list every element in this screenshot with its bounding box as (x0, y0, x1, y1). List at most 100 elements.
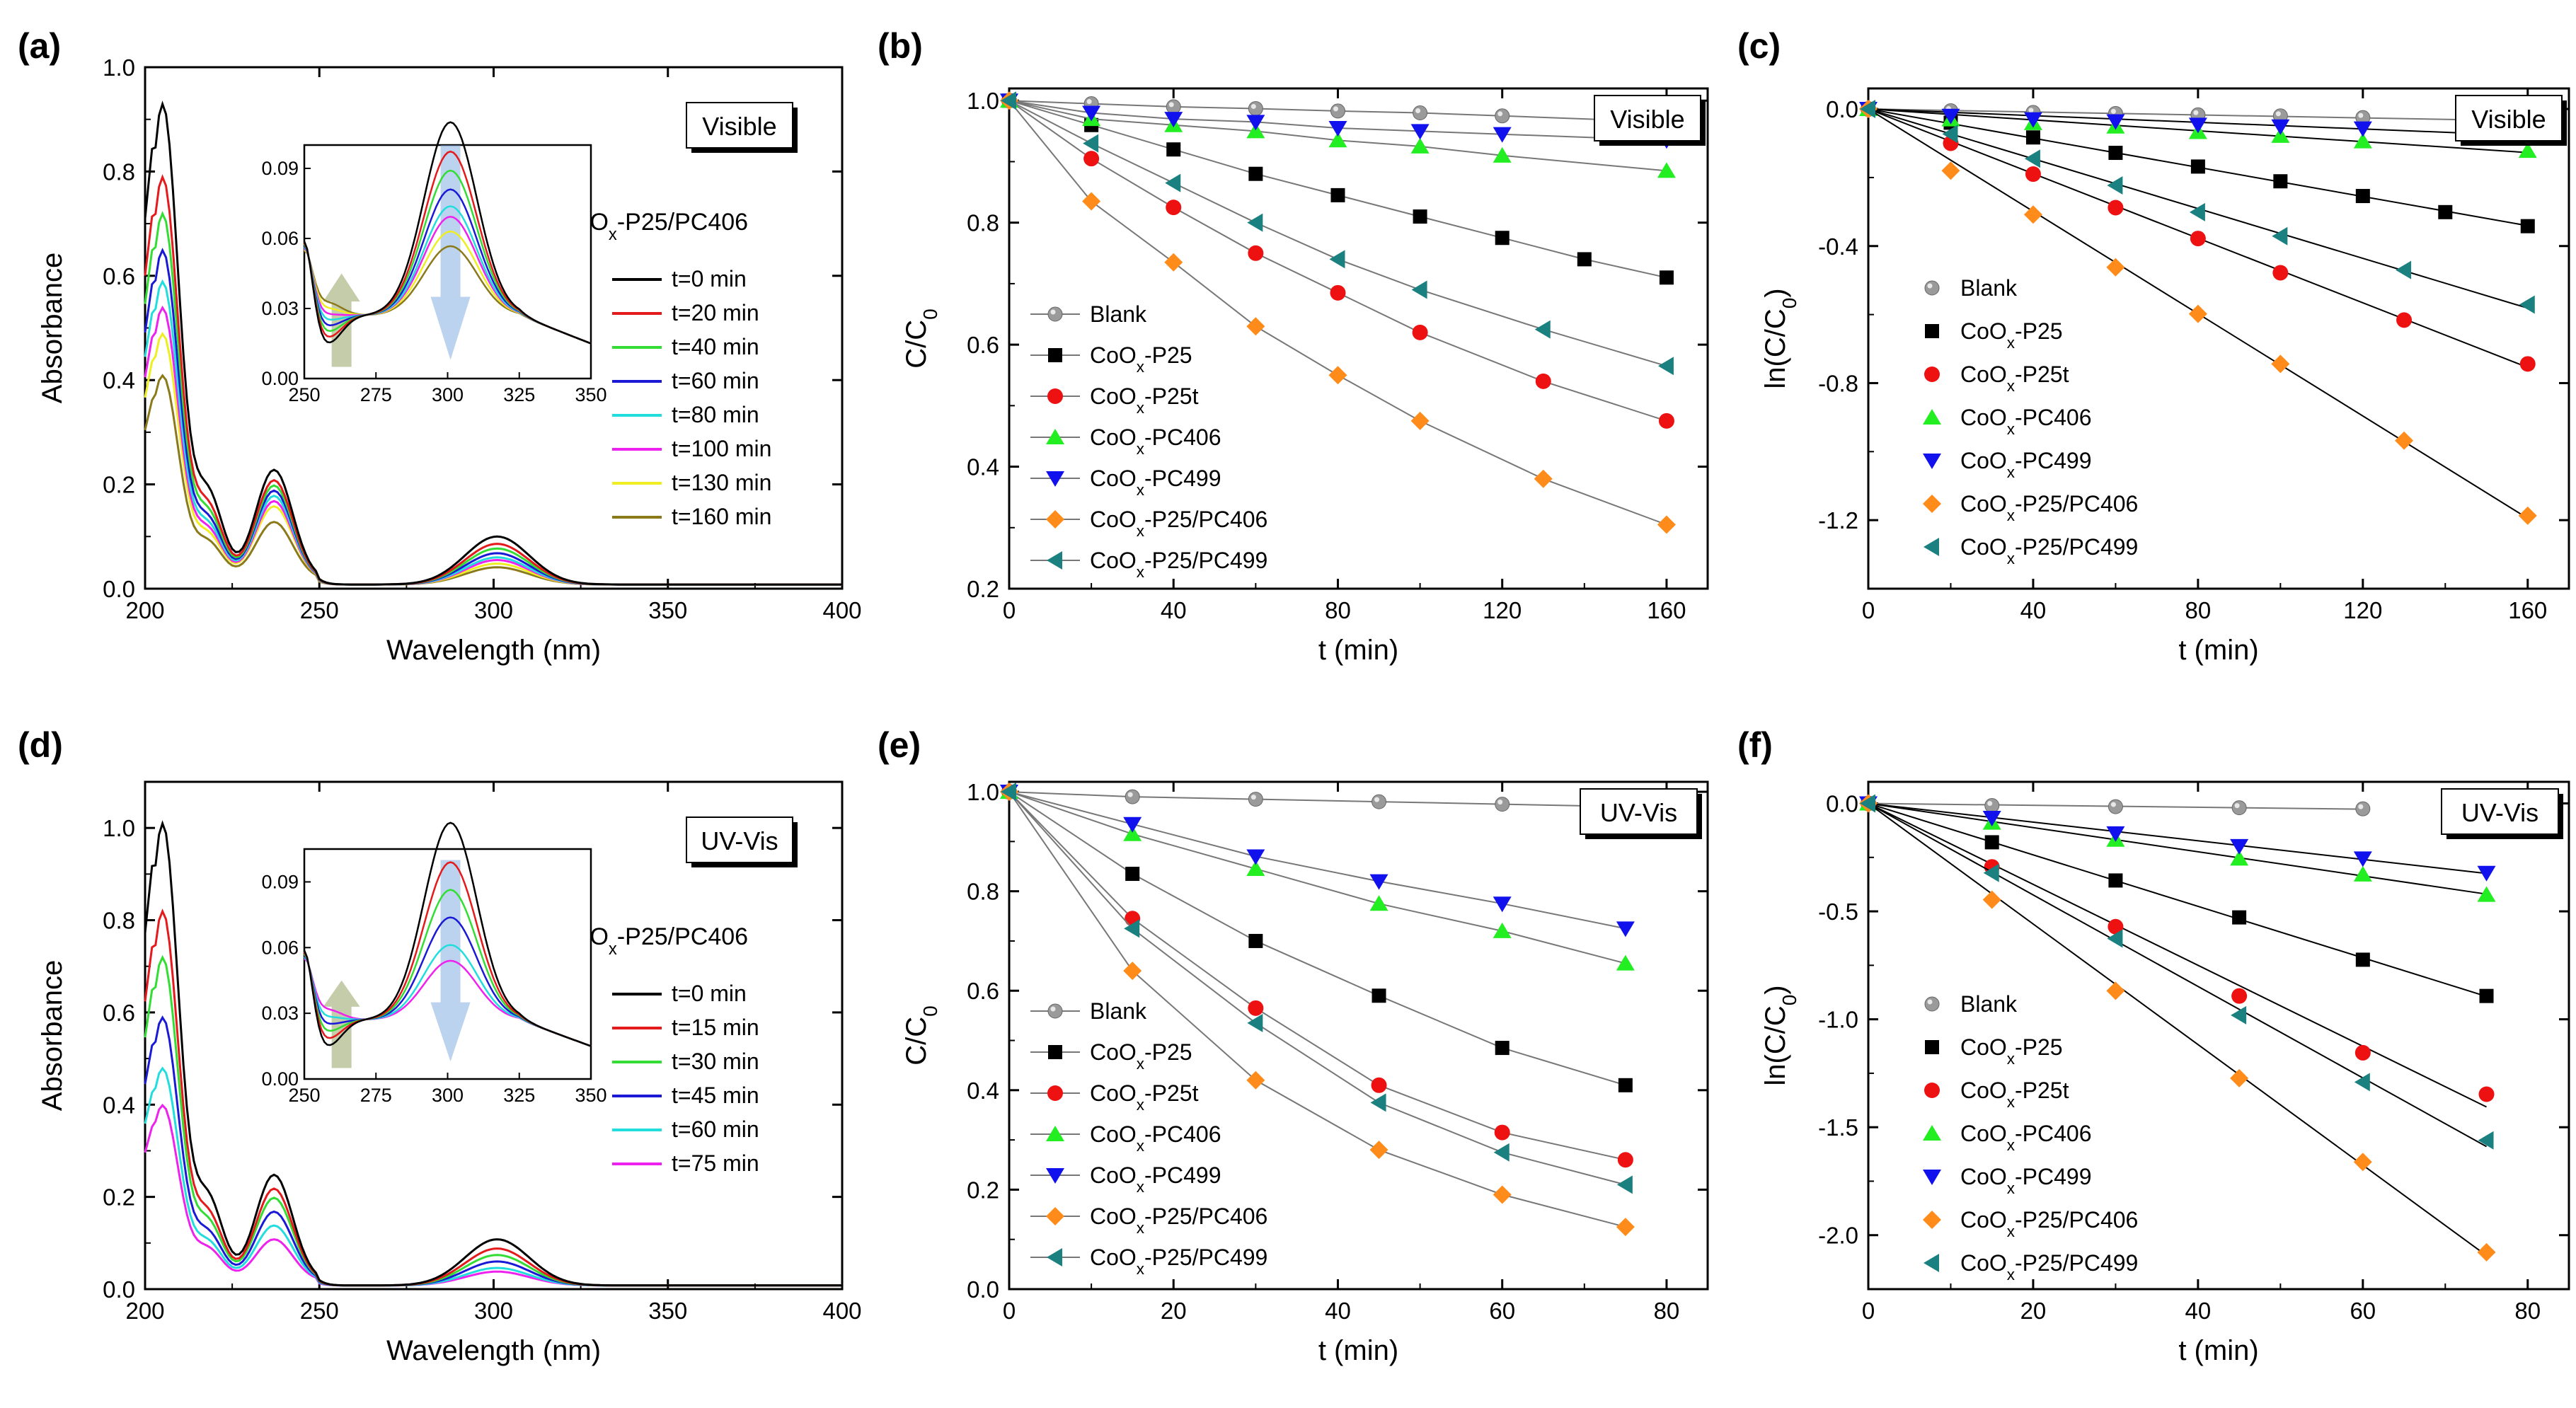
data-point (2271, 354, 2290, 374)
inset-y-tick-label: 0.00 (261, 368, 299, 389)
inset-y-tick-label: 0.03 (261, 1003, 299, 1024)
data-point (1984, 798, 2000, 814)
legend-marker (1048, 1045, 1062, 1059)
legend-label-rest: -P25t (1144, 383, 1199, 409)
panel-letter: (d) (18, 725, 63, 765)
legend-marker (1046, 1207, 1064, 1225)
tag-label: UV-Vis (701, 826, 778, 855)
series-p25pc406 (1859, 100, 2537, 525)
data-point (2106, 114, 2125, 130)
data-point (1369, 874, 1388, 890)
legend-label-sub: x (2007, 334, 2015, 352)
data-point-highlight (1127, 792, 1133, 797)
x-tick-label: 40 (1325, 1298, 1351, 1324)
legend-label: t=60 min (672, 1116, 759, 1142)
data-point (2355, 801, 2371, 816)
inset-x-tick-label: 275 (360, 384, 392, 405)
data-point (2353, 121, 2372, 137)
data-point (1248, 166, 1263, 181)
data-point (2108, 799, 2123, 814)
inset-plot: 250 275 300 325 350 0.00 0.03 0.06 0.09 (261, 121, 607, 405)
data-point-highlight (2275, 111, 2281, 117)
legend-label-main: CoO (1960, 1121, 2007, 1146)
legend-marker (1047, 1085, 1063, 1101)
legend-label: CoOx-PC499 (1960, 448, 2092, 481)
legend-label: t=160 min (672, 504, 771, 529)
legend-label: t=45 min (672, 1083, 759, 1108)
legend-marker (1925, 1040, 1939, 1054)
legend-label: CoOx-P25/PC499 (1090, 548, 1267, 581)
legend-label: t=130 min (672, 470, 771, 495)
data-point (2353, 132, 2372, 149)
data-point (1534, 469, 1553, 488)
data-point (2273, 174, 2288, 189)
legend-label: CoOx-PC499 (1960, 1164, 2092, 1197)
legend-marker (1923, 1211, 1941, 1229)
data-point (1494, 1124, 1510, 1141)
data-point (1246, 317, 1265, 336)
data-point (2396, 312, 2413, 328)
series-line (1008, 100, 1667, 526)
panel-c: (c) 0 40 80 120 160 0.0 -0.4 -0.8 -1.2 t (min) ln(C… (1737, 26, 2570, 666)
y-axis-title-sub: 0 (1778, 298, 1800, 309)
legend-marker (1047, 306, 1063, 322)
data-point (1330, 103, 1345, 119)
y-tick-label: 0.6 (967, 978, 999, 1004)
data-point (1410, 137, 1430, 154)
panel-d: (d) 200 250 300 350 400 0.0 0.2 0.4 0.6 0.8 1.0 Wave… (18, 725, 862, 1366)
tag-box (2455, 95, 2563, 142)
data-point (2108, 918, 2124, 935)
y-tick-label: 0.6 (103, 263, 135, 289)
legend-label-sub: x (2007, 507, 2015, 524)
x-tick-label: 0 (1003, 1298, 1016, 1324)
legend-label-sub: x (2007, 463, 2015, 481)
legend-label: Blank (1960, 275, 2018, 301)
y-tick-label: 0.2 (103, 472, 135, 498)
data-point (2477, 1242, 2496, 1262)
inset-line (303, 121, 592, 345)
plot-frame (1008, 87, 1709, 590)
legend-label-rest: -PC406 (1144, 425, 1221, 450)
legend-label-rest: -PC406 (2015, 1121, 2092, 1146)
legend-label-main: Blank (1090, 998, 1147, 1024)
data-point (2353, 1153, 2372, 1172)
increase-arrow (323, 980, 360, 1068)
data-point-highlight (2028, 108, 2034, 113)
series-blank (1001, 93, 1674, 129)
x-tick-label: 40 (2185, 1298, 2212, 1324)
data-point (1328, 132, 1347, 148)
sample-label-rest: -P25/PC406 (617, 923, 748, 950)
data-point (2106, 981, 2125, 1000)
y-axis-title: ln(C/C0) (1760, 985, 1800, 1085)
legend-label: t=60 min (672, 368, 759, 393)
y-tick-label: 0.8 (967, 210, 999, 236)
y-axis-title: C/C0 (901, 1005, 941, 1065)
y-tick-label: 0.4 (103, 367, 135, 393)
legend-label-rest: -P25t (2015, 362, 2069, 387)
y-tick-label: 0.6 (103, 1000, 135, 1026)
data-point (2106, 826, 2125, 842)
series-line (1008, 100, 1667, 123)
legend-label: t=80 min (672, 402, 759, 427)
inset-x-tick-label: 325 (503, 1085, 535, 1106)
tag-box (1580, 788, 1698, 835)
series-blank (1001, 784, 1633, 814)
y-tick-label: 0.8 (103, 158, 135, 185)
series-p25t (1001, 784, 1633, 1168)
x-tick-label: 20 (2020, 1298, 2047, 1324)
data-point-highlight (2234, 803, 2240, 809)
data-point-highlight (2110, 802, 2116, 807)
data-point (2355, 952, 2370, 967)
data-point (2108, 146, 2123, 161)
data-point-highlight (1250, 103, 1256, 109)
data-point (1618, 1078, 1633, 1092)
y-tick-label: -0.4 (1818, 233, 1858, 260)
legend-marker (1923, 1125, 1941, 1141)
data-point (2025, 166, 2041, 183)
data-point (1166, 99, 1181, 115)
data-point (1495, 108, 1510, 124)
x-tick-label: 80 (1654, 1298, 1680, 1324)
data-point (2395, 431, 2414, 450)
legend-label-rest: -PC406 (2015, 405, 2092, 430)
data-point (1983, 863, 1999, 882)
